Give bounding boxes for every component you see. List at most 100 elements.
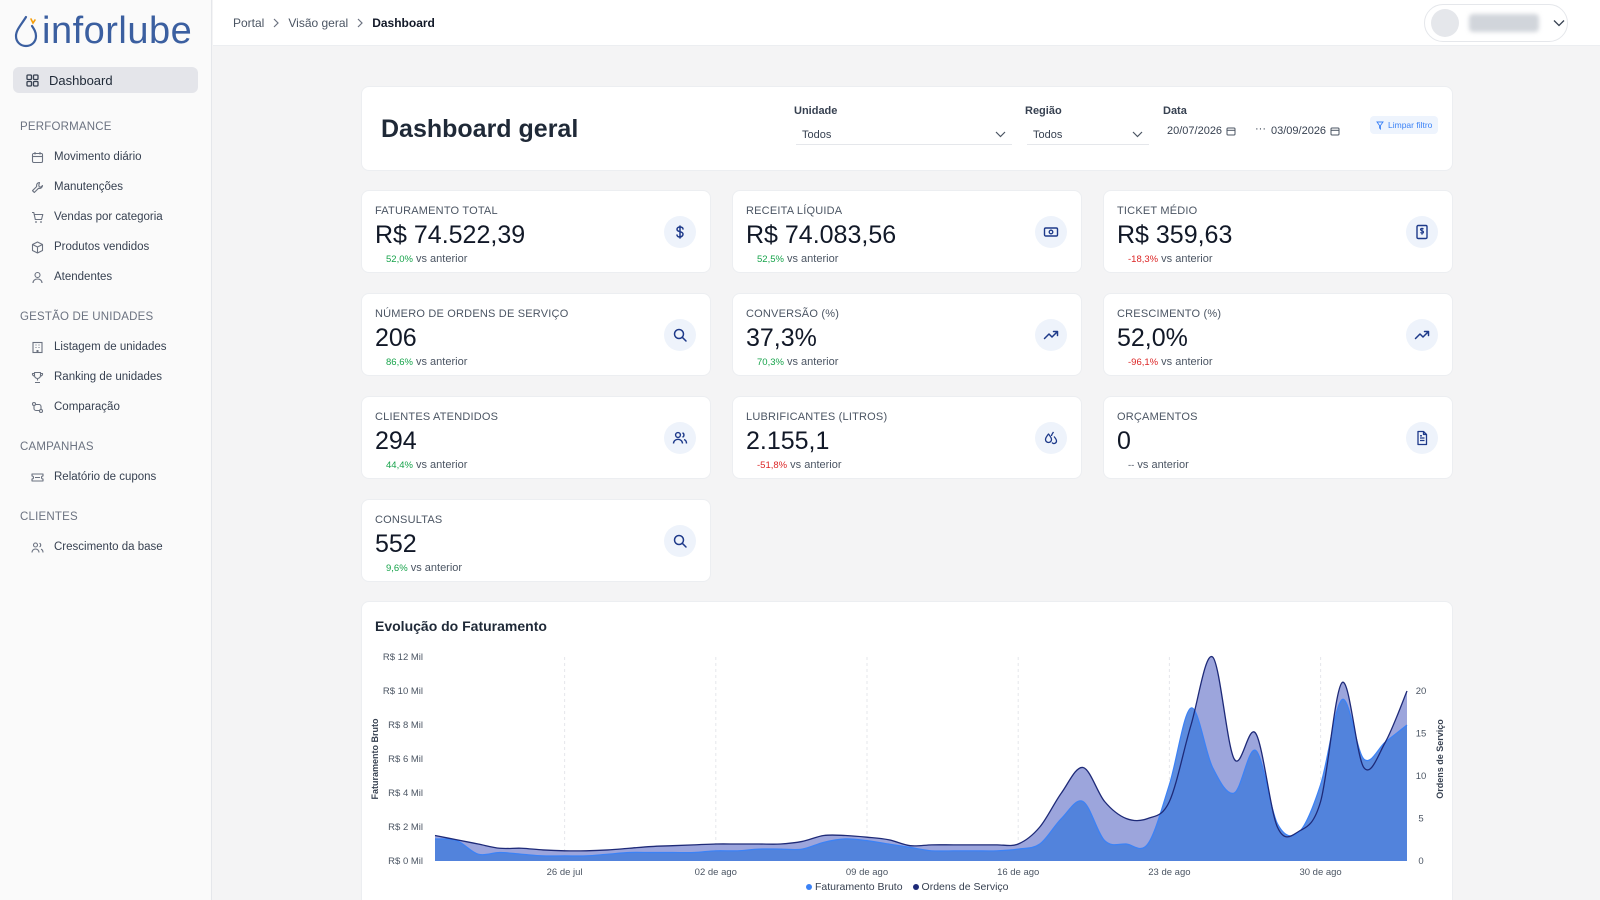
- sidebar-item-crescimento-da-base[interactable]: Crescimento da base: [31, 538, 163, 556]
- series-line-faturamento: [434, 698, 1408, 857]
- kpi-title: CRESCIMENTO (%): [1117, 308, 1222, 320]
- breadcrumb: Portal Visão geral Dashboard: [233, 16, 435, 30]
- breadcrumb-visao-geral[interactable]: Visão geral: [288, 16, 349, 30]
- y2-tick-label: 5: [1418, 814, 1423, 825]
- legend-label: Faturamento Bruto: [815, 881, 903, 893]
- legend-item-ordens[interactable]: Ordens de Serviço: [912, 881, 1009, 893]
- calendar-icon: [1330, 127, 1340, 136]
- kpi-card-ticket-medio: TICKET MÉDIO R$ 359,63 -18,3% vs anterio…: [1103, 190, 1453, 273]
- y-tick-label: R$ 0 Mil: [388, 856, 423, 867]
- kpi-delta-suffix: vs anterior: [410, 562, 463, 574]
- sidebar: inforlube Dashboard PERFORMANCE Moviment…: [0, 0, 212, 900]
- sidebar-item-atendentes[interactable]: Atendentes: [31, 268, 112, 286]
- start-date-value: 20/07/2026: [1167, 125, 1223, 137]
- kpi-card-conversao: CONVERSÃO (%) 37,3% 70,3% vs anterior: [732, 293, 1082, 376]
- trending-up-icon: [1406, 319, 1438, 351]
- sidebar-item-label: Ranking de unidades: [54, 371, 163, 383]
- kpi-delta-pct: -51,8%: [757, 460, 788, 471]
- y2-tick-label: 0: [1418, 856, 1423, 867]
- start-date-input[interactable]: 20/07/2026: [1167, 125, 1236, 137]
- kpi-delta-suffix: vs anterior: [787, 253, 839, 265]
- unidade-select[interactable]: Todos: [796, 125, 1012, 145]
- sidebar-item-label: Produtos vendidos: [54, 241, 150, 253]
- sidebar-item-comparacao[interactable]: Comparação: [31, 398, 120, 416]
- kpi-card-clientes-atendidos: CLIENTES ATENDIDOS 294 44,4% vs anterior: [361, 396, 711, 479]
- search-icon: [664, 319, 696, 351]
- sidebar-item-produtos-vendidos[interactable]: Produtos vendidos: [31, 238, 149, 256]
- clear-filter-label: Limpar filtro: [1388, 120, 1433, 130]
- y-tick-label: R$ 8 Mil: [388, 720, 423, 731]
- user-name-blurred: [1469, 14, 1539, 32]
- breadcrumb-portal[interactable]: Portal: [233, 16, 265, 30]
- kpi-value: 294: [375, 427, 417, 455]
- kpi-value: R$ 74.522,39: [375, 221, 526, 249]
- user-menu[interactable]: [1424, 4, 1568, 42]
- x-tick-label: 26 de jul: [547, 867, 583, 878]
- chart-title: Evolução do Faturamento: [375, 618, 547, 634]
- cart-icon: [32, 211, 44, 223]
- kpi-delta-suffix: vs anterior: [1137, 459, 1189, 471]
- building-icon: [32, 341, 43, 353]
- kpi-title: CLIENTES ATENDIDOS: [375, 411, 499, 423]
- x-tick-label: 23 de ago: [1148, 867, 1190, 878]
- sidebar-item-label: Relatório de cupons: [54, 471, 157, 483]
- filter-label-data: Data: [1163, 105, 1187, 117]
- sidebar-item-listagem-de-unidades[interactable]: Listagem de unidades: [31, 338, 167, 356]
- x-tick-label: 30 de ago: [1299, 867, 1341, 878]
- y2-tick-label: 15: [1416, 729, 1427, 740]
- kpi-value: 0: [1117, 427, 1131, 455]
- y-axis-title: Faturamento Bruto: [370, 718, 380, 800]
- kpi-value: 552: [375, 530, 417, 558]
- banknote-icon: [1035, 216, 1067, 248]
- kpi-value: 37,3%: [746, 324, 817, 352]
- sidebar-item-label: Manutenções: [54, 181, 124, 193]
- x-tick-label: 02 de ago: [695, 867, 737, 878]
- legend-swatch: [912, 884, 919, 891]
- sidebar-item-vendas-por-categoria[interactable]: Vendas por categoria: [31, 208, 163, 226]
- section-title-campanhas: CAMPANHAS: [20, 441, 94, 453]
- kpi-value: 206: [375, 324, 417, 352]
- kpi-delta: 70,3% vs anterior: [757, 356, 838, 368]
- kpi-delta-pct: -96,1%: [1128, 357, 1159, 368]
- revenue-chart[interactable]: R$ 0 Mil R$ 2 Mil R$ 4 Mil R$ 6 Mil R$ 8 Mil…: [362, 602, 1454, 900]
- regiao-select[interactable]: Todos: [1027, 125, 1149, 145]
- sidebar-item-movimento-diario[interactable]: Movimento diário: [31, 148, 142, 166]
- users-icon: [31, 541, 44, 553]
- kpi-title: LUBRIFICANTES (LITROS): [746, 411, 888, 423]
- kpi-delta-suffix: vs anterior: [1161, 253, 1213, 265]
- clear-filter-button[interactable]: Limpar filtro: [1370, 116, 1439, 134]
- chevron-down-icon: [995, 131, 1006, 138]
- dashboard-header: Dashboard geral Unidade Todos Região Tod…: [361, 86, 1453, 171]
- dollar-icon: [664, 216, 696, 248]
- kpi-delta: 52,5% vs anterior: [757, 253, 838, 265]
- kpi-value: 2.155,1: [746, 427, 830, 455]
- sidebar-item-label: Vendas por categoria: [54, 211, 163, 223]
- kpi-delta-suffix: vs anterior: [787, 356, 839, 368]
- kpi-value: R$ 74.083,56: [746, 221, 897, 249]
- kpi-title: FATURAMENTO TOTAL: [375, 205, 498, 217]
- sidebar-item-manutencoes[interactable]: Manutenções: [31, 178, 123, 196]
- y-tick-label: R$ 4 Mil: [388, 788, 423, 799]
- x-tick-label: 16 de ago: [997, 867, 1039, 878]
- trending-up-icon: [1035, 319, 1067, 351]
- y-tick-label: R$ 10 Mil: [383, 686, 423, 697]
- unidade-select-value: Todos: [802, 128, 832, 141]
- brand-logo[interactable]: inforlube: [12, 10, 192, 52]
- chevron-right-icon: [273, 18, 280, 28]
- kpi-card-receita-liquida: RECEITA LÍQUIDA R$ 74.083,56 52,5% vs an…: [732, 190, 1082, 273]
- sidebar-item-relatorio-de-cupons[interactable]: Relatório de cupons: [31, 468, 156, 486]
- wrench-icon: [31, 181, 44, 193]
- kpi-card-lubrificantes: LUBRIFICANTES (LITROS) 2.155,1 -51,8% vs…: [732, 396, 1082, 479]
- legend-item-faturamento[interactable]: Faturamento Bruto: [806, 881, 903, 893]
- kpi-delta-suffix: vs anterior: [790, 459, 842, 471]
- kpi-delta: 9,6% vs anterior: [386, 562, 462, 574]
- kpi-title: CONSULTAS: [375, 514, 443, 526]
- sidebar-item-dashboard[interactable]: Dashboard: [13, 67, 198, 93]
- end-date-input[interactable]: 03/09/2026: [1271, 125, 1340, 137]
- kpi-delta: 86,6% vs anterior: [386, 356, 467, 368]
- grid-icon: [26, 73, 39, 87]
- regiao-select-value: Todos: [1033, 128, 1063, 141]
- kpi-delta-pct: 52,5%: [757, 254, 784, 265]
- kpi-value: 52,0%: [1117, 324, 1188, 352]
- sidebar-item-ranking-de-unidades[interactable]: Ranking de unidades: [31, 368, 162, 386]
